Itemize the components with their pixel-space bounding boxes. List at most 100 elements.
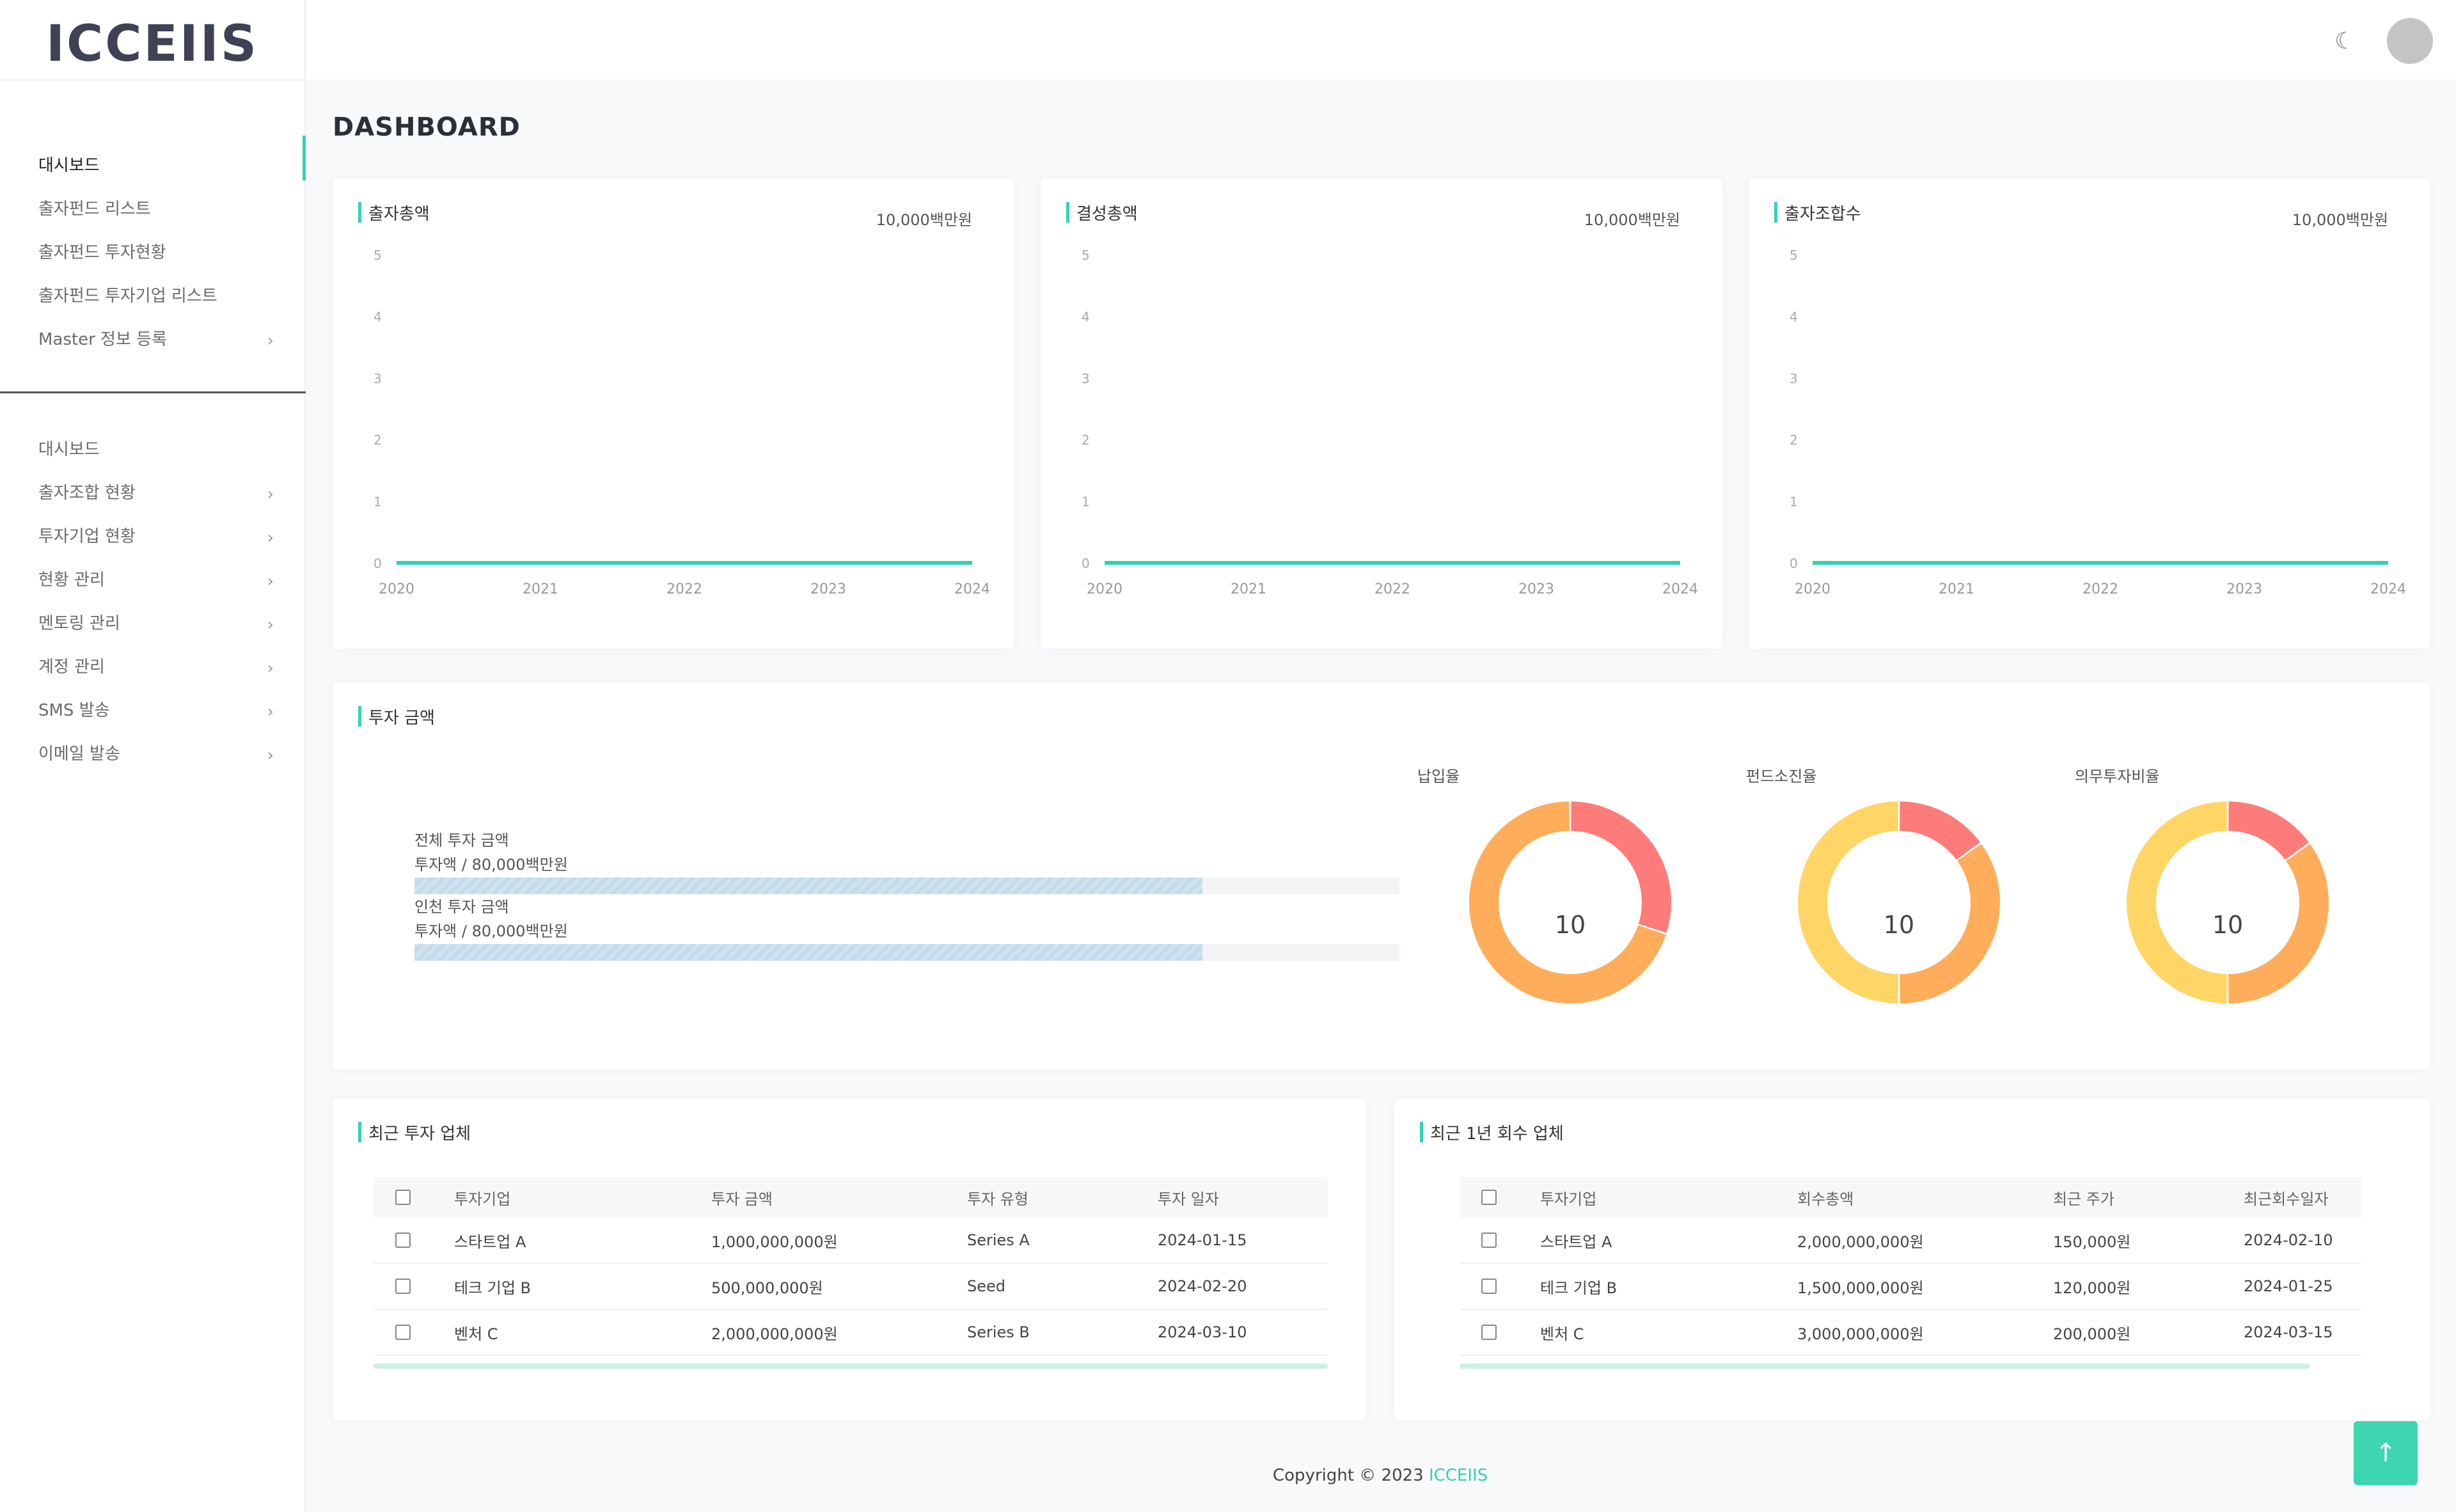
column-header[interactable]: 투자기업 [454, 1190, 511, 1208]
sidebar-divider [0, 391, 306, 393]
table-cell: Seed [967, 1277, 1005, 1295]
table-row[interactable]: 벤처 C 2,000,000,000원 Series B 2024-03-10 [374, 1310, 1328, 1356]
row-checkbox[interactable] [1481, 1232, 1497, 1248]
row-select-cell [1481, 1218, 1497, 1263]
bar-sublabel: 투자액 / 80,000백만원 [414, 922, 568, 940]
footer-link[interactable]: ICCEIIS [1429, 1466, 1488, 1485]
recent-exits-card: 최근 1년 회수 업체 투자기업 회수총액 최근 주가 최근회수일자 스타트업 A 2,0… [1394, 1099, 2430, 1420]
donut-segment [1899, 801, 1980, 860]
donut-label: 납입율 [1417, 768, 1460, 785]
y-tick-label: 1 [1790, 494, 1798, 510]
table-cell: 2,000,000,000원 [1797, 1232, 1924, 1251]
table-cell: 2,000,000,000원 [711, 1325, 838, 1343]
y-tick-label: 1 [374, 494, 382, 510]
column-header[interactable]: 투자 유형 [967, 1190, 1028, 1208]
x-tick-label: 2022 [2082, 581, 2118, 597]
x-tick-label: 2021 [523, 581, 558, 597]
x-tick-label: 2023 [2226, 581, 2262, 597]
recent-investments-card: 최근 투자 업체 투자기업 투자 금액 투자 유형 투자 일자 스타트업 A 1,000,… [333, 1099, 1366, 1420]
donut-value: 10 [1555, 911, 1586, 939]
chevron-right-icon: › [267, 572, 274, 591]
sidebar-item-top-1[interactable]: 출자펀드 리스트 [0, 185, 306, 229]
table-row[interactable]: 벤처 C 3,000,000,000원 200,000원 2024-03-15 [1460, 1310, 2361, 1356]
brand-logo[interactable]: ICCEIIS [46, 15, 259, 73]
table-scrollbar[interactable] [374, 1364, 1328, 1369]
row-checkbox[interactable] [1481, 1325, 1497, 1340]
user-avatar[interactable] [2387, 18, 2433, 64]
sidebar-item-bottom-4[interactable]: 멘토링 관리 › [0, 600, 306, 643]
x-tick-label: 2021 [1231, 581, 1266, 597]
chevron-right-icon: › [267, 528, 274, 547]
row-checkbox[interactable] [395, 1279, 411, 1294]
table-scrollbar[interactable] [1460, 1364, 2310, 1369]
sidebar-item-top-3[interactable]: 출자펀드 투자기업 리스트 [0, 272, 306, 316]
column-header[interactable]: 최근회수일자 [2244, 1190, 2329, 1208]
topbar [307, 0, 2456, 79]
chevron-right-icon: › [267, 485, 274, 504]
sidebar: ICCEIIS 대시보드 출자펀드 리스트 출자펀드 투자현황 출자펀드 투자기업 리… [0, 0, 306, 1512]
moon-icon[interactable]: ☾ [2334, 28, 2356, 54]
sidebar-item-bottom-3[interactable]: 현황 관리 › [0, 556, 306, 600]
select-all-checkbox[interactable] [1481, 1190, 1497, 1205]
card-title: 투자 금액 [358, 705, 435, 728]
x-tick-label: 2020 [1087, 581, 1122, 597]
table-row[interactable]: 테크 기업 B 500,000,000원 Seed 2024-02-20 [374, 1264, 1328, 1310]
column-header[interactable]: 회수총액 [1797, 1190, 1854, 1208]
bar-label: 인천 투자 금액 [414, 898, 509, 916]
sidebar-item-top-2[interactable]: 출자펀드 투자현황 [0, 229, 306, 272]
y-tick-label: 3 [374, 371, 382, 386]
x-tick-label: 2022 [1374, 581, 1410, 597]
row-checkbox[interactable] [395, 1232, 411, 1248]
footer-text: Copyright © 2023 [1273, 1466, 1429, 1485]
y-tick-label: 5 [1082, 248, 1090, 263]
investment-card: 투자 금액 전체 투자 금액 투자액 / 80,000백만원 인천 투자 금액 … [333, 683, 2430, 1069]
sidebar-item-bottom-2[interactable]: 투자기업 현황 › [0, 513, 306, 556]
column-header[interactable]: 투자 금액 [711, 1190, 773, 1208]
x-tick-label: 2024 [954, 581, 990, 597]
table-row[interactable]: 스타트업 A 1,000,000,000원 Series A 2024-01-15 [374, 1218, 1328, 1264]
donut-value: 10 [2212, 911, 2243, 939]
y-tick-label: 0 [374, 556, 382, 571]
y-tick-label: 2 [1082, 432, 1090, 448]
donut-label: 의무투자비율 [2075, 768, 2160, 785]
select-all-checkbox[interactable] [395, 1190, 411, 1205]
x-tick-label: 2022 [666, 581, 702, 597]
table-cell: 2024-01-15 [1158, 1231, 1247, 1249]
sidebar-item-bottom-7[interactable]: 이메일 발송 › [0, 730, 306, 774]
table-cell: 3,000,000,000원 [1797, 1325, 1924, 1343]
y-tick-label: 0 [1082, 556, 1090, 571]
sidebar-item-label: 출자펀드 리스트 [38, 199, 151, 219]
row-checkbox[interactable] [395, 1325, 411, 1340]
sidebar-item-label: 계정 관리 [38, 657, 105, 677]
sidebar-item-label: 대시보드 [38, 439, 100, 459]
line-chart: 0 1 2 3 4 5 2020 2021 2022 2023 2024 [1082, 248, 1698, 597]
table-cell: 2024-02-10 [2244, 1231, 2333, 1249]
sidebar-item-label: 이메일 발송 [38, 744, 120, 764]
footer: Copyright © 2023 ICCEIIS [1273, 1466, 1488, 1485]
table-row[interactable]: 스타트업 A 2,000,000,000원 150,000원 2024-02-10 [1460, 1218, 2361, 1264]
column-header[interactable]: 최근 주가 [2053, 1190, 2114, 1208]
sidebar-menu-bottom: 대시보드 출자조합 현황 › 투자기업 현황 › 현황 관리 › 멘토링 관리 › 계정 관리 › S… [0, 426, 306, 774]
sidebar-item-label: 대시보드 [38, 155, 100, 175]
sidebar-item-bottom-1[interactable]: 출자조합 현황 › [0, 469, 306, 513]
row-checkbox[interactable] [1481, 1279, 1497, 1294]
sidebar-item-bottom-0[interactable]: 대시보드 [0, 426, 306, 469]
table-row[interactable]: 테크 기업 B 1,500,000,000원 120,000원 2024-01-25 [1460, 1264, 2361, 1310]
table-cell: 스타트업 A [1540, 1232, 1612, 1251]
x-tick-label: 2020 [379, 581, 414, 597]
card-unit: 10,000백만원 [876, 211, 972, 229]
y-tick-label: 4 [1082, 309, 1090, 324]
column-header[interactable]: 투자기업 [1540, 1190, 1597, 1208]
card-title: 출자총액 [358, 201, 430, 224]
sidebar-item-label: 현황 관리 [38, 570, 105, 590]
sidebar-item-top-0[interactable]: 대시보드 [0, 136, 306, 185]
table-header: 투자기업 회수총액 최근 주가 최근회수일자 [1460, 1177, 2361, 1218]
sidebar-item-top-4[interactable]: Master 정보 등록 › [0, 316, 306, 359]
column-header[interactable]: 투자 일자 [1158, 1190, 1219, 1208]
sidebar-item-bottom-6[interactable]: SMS 발송 › [0, 687, 306, 730]
progress-bar-incheon [414, 944, 1399, 961]
sidebar-item-label: 투자기업 현황 [38, 526, 136, 546]
sidebar-item-bottom-5[interactable]: 계정 관리 › [0, 643, 306, 687]
scroll-top-button[interactable]: ↑ [2354, 1421, 2418, 1485]
